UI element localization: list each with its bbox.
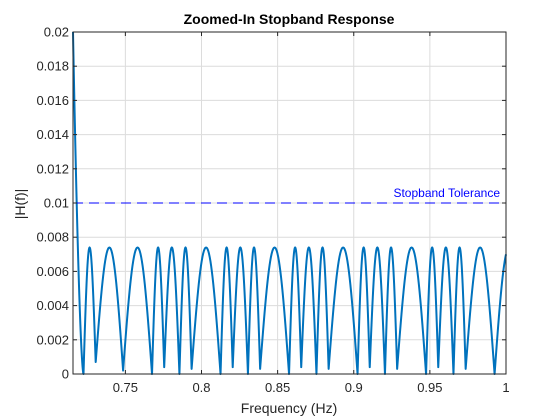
y-tick-label: 0.02 <box>44 25 69 40</box>
x-tick-label: 0.85 <box>265 380 290 395</box>
tick-marks <box>73 31 507 375</box>
y-tick-label: 0.016 <box>36 93 69 108</box>
y-tick-label: 0.004 <box>36 298 69 313</box>
y-tick-label: 0 <box>62 367 69 382</box>
y-tick-label: 0.012 <box>36 161 69 176</box>
y-tick-label: 0.008 <box>36 230 69 245</box>
y-tick-label: 0.002 <box>36 332 69 347</box>
y-tick-label: 0.01 <box>44 196 69 211</box>
x-axis-label: Frequency (Hz) <box>241 400 337 416</box>
stopband-tolerance-label: Stopband Tolerance <box>393 186 500 200</box>
x-tick-label: 1 <box>502 380 509 395</box>
y-tick-labels: 0 0.002 0.004 0.006 0.008 0.01 0.012 0.014 0.016… <box>36 25 69 382</box>
y-axis-label: |H(f)| <box>12 189 28 220</box>
y-tick-label: 0.006 <box>36 264 69 279</box>
x-tick-label: 0.75 <box>113 380 138 395</box>
x-tick-label: 0.9 <box>345 380 363 395</box>
x-tick-labels: 0.75 0.8 0.85 0.9 0.95 1 <box>113 380 510 395</box>
y-tick-label: 0.014 <box>36 127 69 142</box>
x-tick-label: 0.95 <box>417 380 442 395</box>
series-layer <box>72 31 507 375</box>
x-tick-label: 0.8 <box>192 380 210 395</box>
y-tick-label: 0.018 <box>36 59 69 74</box>
magnitude-response-line <box>72 31 507 375</box>
chart-title: Zoomed-In Stopband Response <box>184 11 395 27</box>
